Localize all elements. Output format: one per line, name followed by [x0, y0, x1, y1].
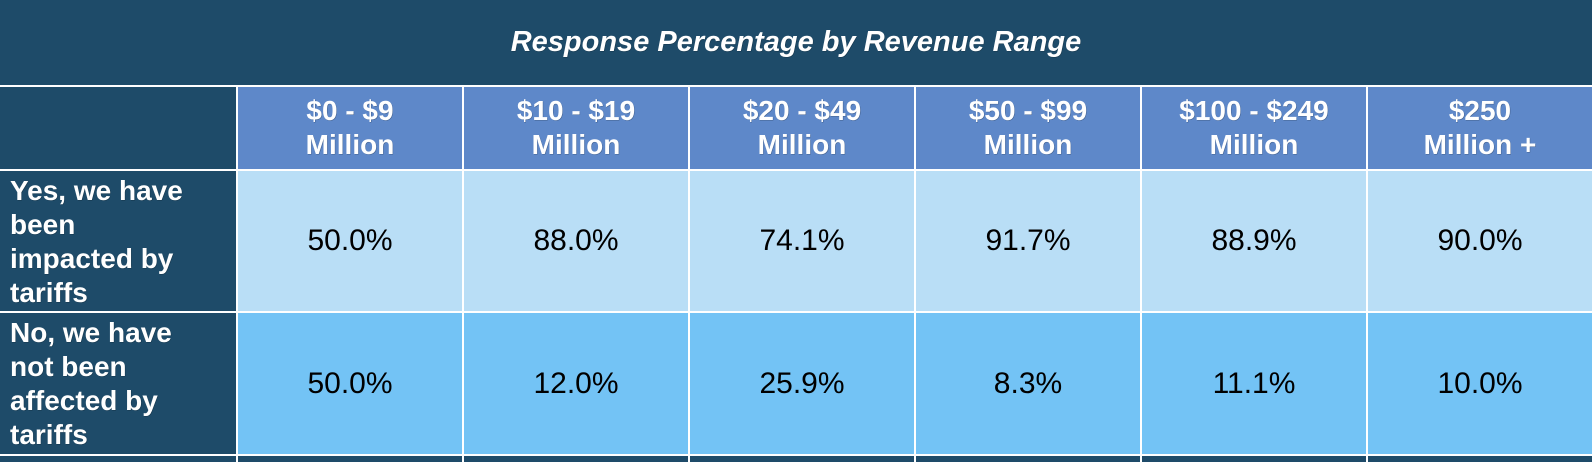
value-yes-0-9m: 50.0%	[238, 171, 462, 311]
cutoff-cell	[0, 456, 236, 462]
column-header-0-9m: $0 - $9 Million	[238, 87, 462, 169]
value-no-50-99m: 8.3%	[916, 313, 1140, 454]
cutoff-cell	[1368, 456, 1592, 462]
value-yes-10-19m: 88.0%	[464, 171, 688, 311]
value-yes-100-249m: 88.9%	[1142, 171, 1366, 311]
row-label-no-not-affected: No, we have not been affected by tariffs	[0, 313, 236, 454]
row-label-yes-impacted: Yes, we have been impacted by tariffs	[0, 171, 236, 311]
value-yes-20-49m: 74.1%	[690, 171, 914, 311]
corner-cell	[0, 87, 236, 169]
cutoff-cell	[1142, 456, 1366, 462]
value-yes-250m-plus: 90.0%	[1368, 171, 1592, 311]
cutoff-cell	[690, 456, 914, 462]
value-no-10-19m: 12.0%	[464, 313, 688, 454]
value-no-20-49m: 25.9%	[690, 313, 914, 454]
column-header-10-19m: $10 - $19 Million	[464, 87, 688, 169]
value-yes-50-99m: 91.7%	[916, 171, 1140, 311]
column-header-100-249m: $100 - $249 Million	[1142, 87, 1366, 169]
cutoff-cell	[916, 456, 1140, 462]
cutoff-cell	[464, 456, 688, 462]
column-header-50-99m: $50 - $99 Million	[916, 87, 1140, 169]
value-no-250m-plus: 10.0%	[1368, 313, 1592, 454]
value-no-100-249m: 11.1%	[1142, 313, 1366, 454]
column-header-20-49m: $20 - $49 Million	[690, 87, 914, 169]
column-header-250m-plus: $250 Million +	[1368, 87, 1592, 169]
cutoff-cell	[238, 456, 462, 462]
table-title: Response Percentage by Revenue Range	[0, 0, 1592, 85]
value-no-0-9m: 50.0%	[238, 313, 462, 454]
